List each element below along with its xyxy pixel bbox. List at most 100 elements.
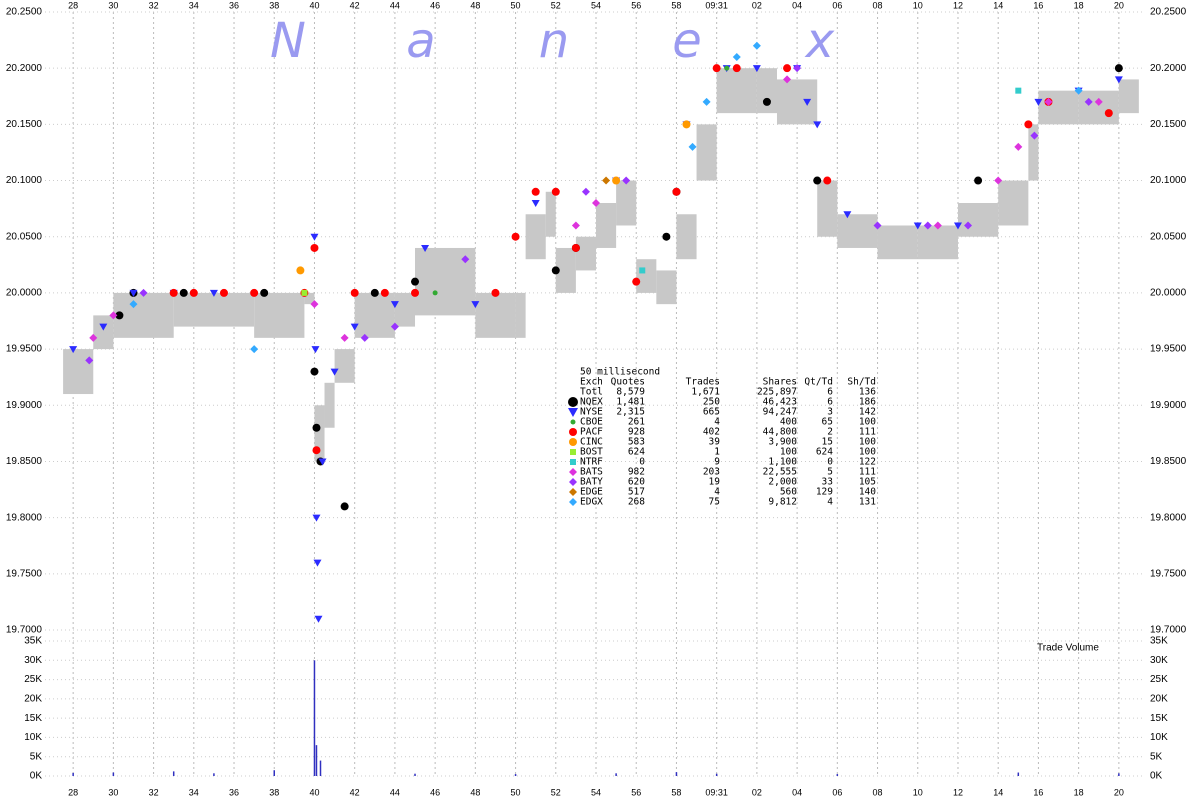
trade-point: [432, 290, 438, 296]
trade-point: [99, 323, 108, 331]
grid: [45, 11, 1145, 777]
x-tick-label: 46: [430, 787, 440, 797]
volume-tick-label: 15K: [24, 713, 42, 724]
stats-cell: 8,579: [616, 387, 645, 398]
trade-point: [551, 266, 560, 275]
stats-cell: 620: [628, 477, 645, 488]
trade-point: [813, 121, 822, 129]
trade-point: [803, 98, 812, 106]
trade-point: [129, 289, 138, 297]
stats-cell: 105: [859, 477, 876, 488]
legend-swatch: [569, 468, 577, 476]
stats-cell: 225,897: [757, 387, 797, 398]
trade-point: [301, 289, 308, 296]
trade-point: [672, 187, 681, 196]
y-tick-label: 19.8000: [1150, 512, 1187, 523]
stats-cell: 1,481: [616, 397, 645, 408]
legend-swatch: [569, 478, 577, 486]
nbbo-segment: [998, 180, 1029, 226]
x-tick-label: 04: [792, 0, 802, 10]
nbbo-segment: [656, 270, 677, 305]
x-tick-label: 50: [511, 787, 521, 797]
stats-cell: BATY: [580, 477, 603, 488]
stats-cell: NTRF: [580, 457, 603, 468]
stats-cell: 46,423: [763, 397, 797, 408]
volume-tick-label: 20K: [1150, 693, 1168, 704]
trade-point: [390, 322, 399, 331]
x-tick-label: 58: [671, 0, 681, 10]
trade-point: [296, 266, 305, 275]
stats-cell: 2,315: [616, 407, 645, 418]
x-tick-label: 04: [792, 787, 802, 797]
stats-cell: PACF: [580, 427, 603, 438]
trade-point: [581, 187, 590, 196]
y-tick-label: 19.7500: [6, 568, 43, 579]
nbbo-segment: [324, 382, 335, 428]
volume-label: Trade Volume: [1037, 643, 1099, 654]
stats-cell: 261: [628, 417, 645, 428]
y-tick-label: 19.7000: [6, 625, 43, 636]
trade-point: [129, 300, 138, 309]
watermark-letter: n: [539, 13, 569, 69]
nbbo-segment: [1118, 79, 1139, 114]
trade-point: [752, 41, 761, 50]
stats-cell: 9,812: [768, 497, 797, 508]
stats-cell: 517: [628, 487, 645, 498]
y-tick-label: 20.2500: [1150, 7, 1187, 18]
trade-point: [260, 288, 269, 297]
x-tick-label: 34: [189, 0, 199, 10]
volume-tick-label: 5K: [30, 751, 43, 762]
trade-point: [1074, 86, 1083, 95]
stats-cell: 65: [822, 417, 833, 428]
x-tick-label: 10: [913, 787, 923, 797]
x-tick-label: 54: [591, 0, 601, 10]
legend-swatch: [570, 449, 576, 455]
x-tick-label: 34: [189, 787, 199, 797]
nbbo-segment: [93, 315, 114, 350]
stats-cell: CINC: [580, 437, 603, 448]
trade-point: [330, 368, 339, 376]
stats-cell: 6: [827, 387, 833, 398]
stats-cell: 268: [628, 497, 645, 508]
trade-point: [682, 120, 691, 129]
trade-point: [1094, 97, 1103, 106]
y-tick-label: 20.2000: [1150, 63, 1187, 74]
x-tick-label: 18: [1074, 0, 1084, 10]
legend-swatch: [569, 438, 577, 446]
trade-point: [189, 288, 198, 297]
y-tick-label: 20.1500: [1150, 119, 1187, 130]
volume-tick-label: 30K: [24, 655, 42, 666]
nbbo-segment: [1078, 90, 1119, 125]
volume-tick-label: 30K: [1150, 655, 1168, 666]
x-tick-label: 56: [631, 787, 641, 797]
x-tick-label: 02: [752, 787, 762, 797]
volume-tick-label: 10K: [1150, 732, 1168, 743]
y-tick-label: 20.0000: [6, 288, 43, 299]
stats-cell: 186: [859, 397, 876, 408]
x-tick-label: 30: [108, 0, 118, 10]
x-tick-label: 10: [913, 0, 923, 10]
stats-cell: 624: [816, 447, 833, 458]
x-tick-label: 38: [269, 0, 279, 10]
trade-point: [89, 333, 98, 342]
stats-cell: 100: [780, 447, 797, 458]
trade-point: [712, 64, 721, 73]
x-tick-label: 52: [551, 787, 561, 797]
trade-point: [702, 97, 711, 106]
trade-point: [169, 288, 178, 297]
stats-cell: 131: [859, 497, 876, 508]
stats-cell: 22,555: [763, 467, 797, 478]
y-tick-label: 20.1500: [6, 119, 43, 130]
trade-point: [340, 502, 349, 511]
x-tick-label: 28: [68, 787, 78, 797]
trade-point: [964, 221, 973, 230]
stats-cell: 250: [703, 397, 720, 408]
nbbo-segment: [696, 124, 717, 181]
y-tick-label: 19.8500: [6, 456, 43, 467]
y-tick-label: 19.7000: [1150, 625, 1187, 636]
y-tick-label: 20.2000: [6, 63, 43, 74]
trade-point: [314, 615, 323, 623]
nbbo-segment: [957, 203, 999, 237]
x-tick-label: 16: [1033, 787, 1043, 797]
